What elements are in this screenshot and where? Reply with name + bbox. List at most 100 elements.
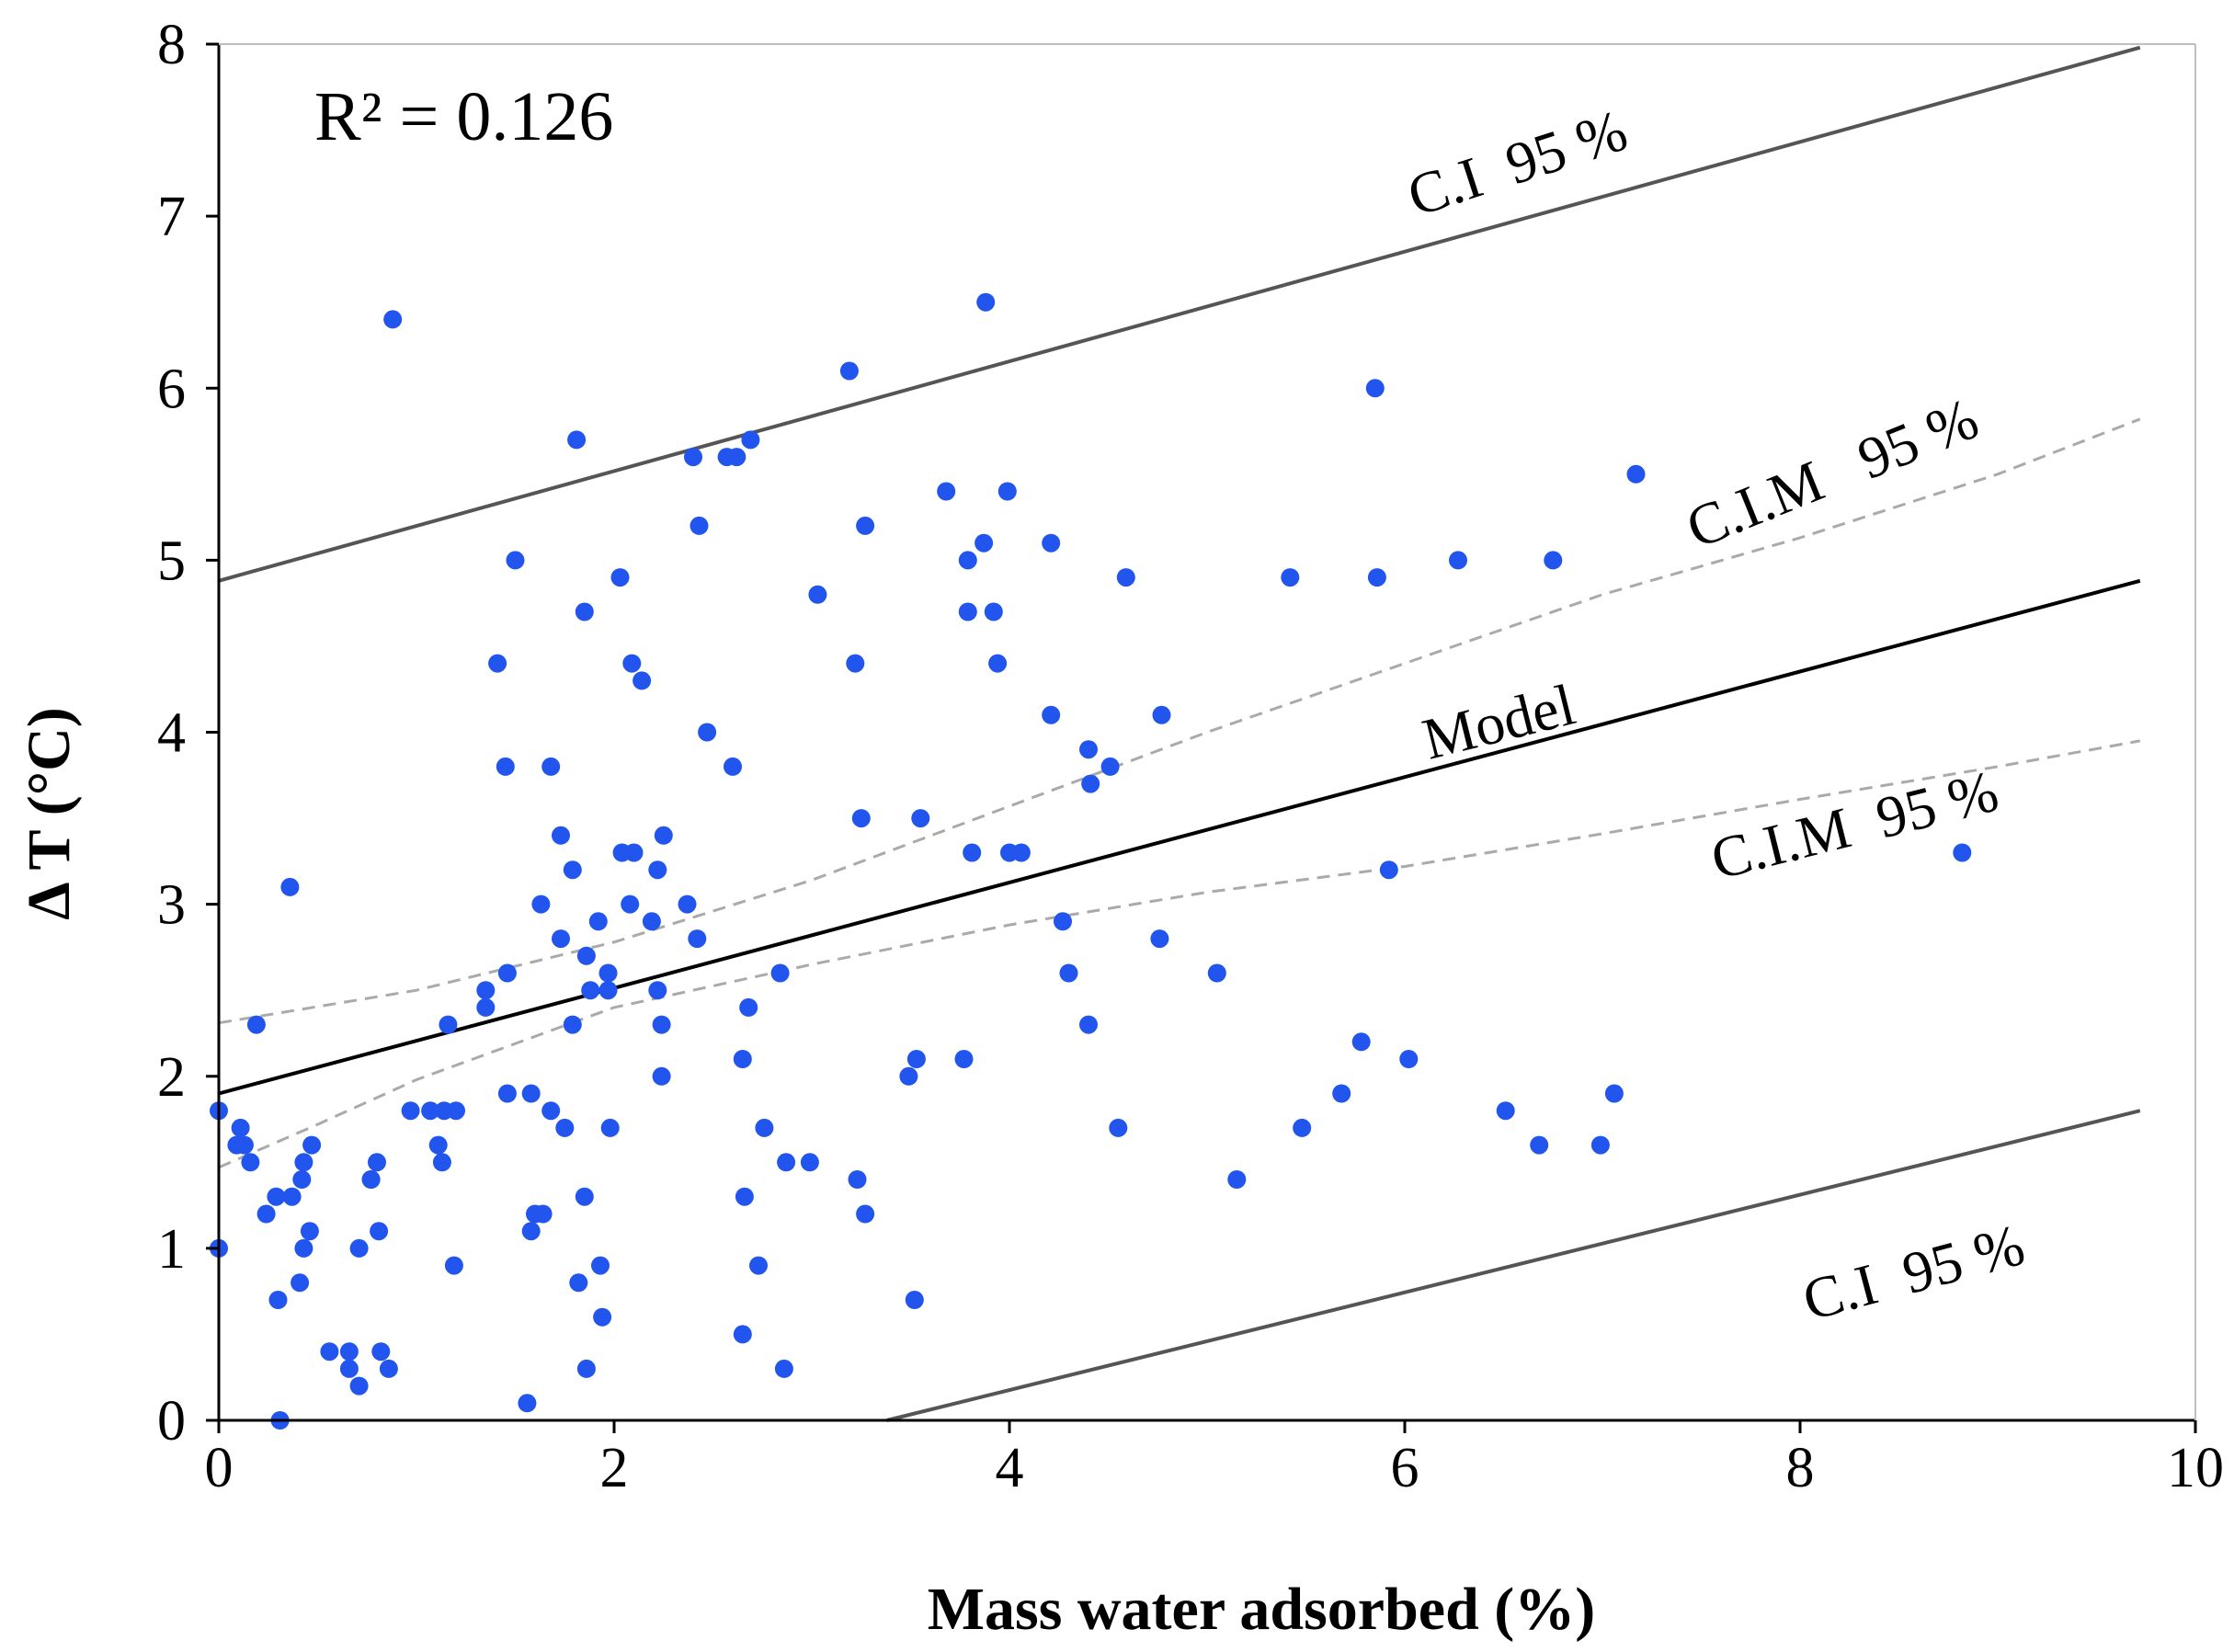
data-point <box>421 1101 440 1121</box>
data-point <box>1590 1135 1610 1155</box>
data-point <box>958 602 977 621</box>
data-point <box>379 1359 398 1378</box>
data-point <box>622 654 642 673</box>
data-point <box>688 929 707 949</box>
data-point <box>727 448 747 467</box>
data-point <box>432 1153 451 1172</box>
data-point <box>497 1084 517 1103</box>
data-point <box>531 894 551 914</box>
data-point <box>569 1273 588 1293</box>
x-tick-label: 2 <box>600 1437 629 1499</box>
data-point <box>593 1307 612 1327</box>
r-squared-label: R² = 0.126 <box>314 78 613 155</box>
data-point <box>1953 843 1972 862</box>
data-point <box>294 1153 313 1172</box>
data-point <box>291 1273 310 1293</box>
data-point <box>633 671 652 690</box>
data-point <box>294 1238 313 1258</box>
data-point <box>444 1256 463 1275</box>
data-point <box>958 551 977 570</box>
data-point <box>497 963 517 983</box>
ticks-layer: 0 1 2 3 4 5 6 7 8 0 2 4 6 8 10 <box>157 14 2224 1499</box>
data-point <box>541 757 561 776</box>
data-point <box>563 1015 582 1034</box>
x-tick-label: 6 <box>1391 1437 1419 1499</box>
data-point <box>1100 757 1120 776</box>
data-point <box>690 516 709 535</box>
y-tick-label: 8 <box>157 14 186 76</box>
data-point <box>954 1050 974 1068</box>
data-point <box>1079 1015 1098 1034</box>
data-point <box>588 912 608 931</box>
data-point <box>624 843 644 862</box>
data-point <box>598 963 618 983</box>
data-point <box>984 602 1003 621</box>
data-point <box>600 1118 620 1137</box>
data-point <box>848 1170 867 1189</box>
ci-line <box>218 45 2141 583</box>
data-point <box>906 1050 926 1068</box>
data-point <box>476 981 496 1000</box>
data-point <box>428 1135 448 1155</box>
data-point <box>302 1135 322 1155</box>
data-point <box>652 1066 671 1086</box>
data-point <box>368 1153 386 1172</box>
data-point <box>1042 705 1061 724</box>
data-point <box>567 430 587 450</box>
data-point <box>496 757 515 776</box>
data-point <box>256 1204 276 1224</box>
data-point <box>652 1015 671 1034</box>
data-point <box>349 1376 369 1396</box>
data-point <box>435 1101 454 1121</box>
y-tick-label: 2 <box>157 1046 186 1109</box>
data-point <box>911 809 930 828</box>
x-tick-label: 0 <box>205 1437 234 1499</box>
ci-line <box>886 1109 2141 1422</box>
data-point <box>899 1066 918 1086</box>
data-point <box>541 1101 561 1121</box>
lines-layer <box>218 45 2141 1422</box>
data-point <box>856 1204 875 1224</box>
data-point <box>1626 464 1646 484</box>
data-point <box>648 981 667 1000</box>
y-tick-label: 4 <box>157 702 186 765</box>
data-point <box>1079 740 1098 759</box>
data-point <box>770 963 790 983</box>
data-point <box>1150 929 1169 949</box>
data-point <box>800 1153 819 1172</box>
data-point <box>488 654 507 673</box>
data-point <box>268 1291 288 1309</box>
data-point <box>774 1359 793 1378</box>
data-point <box>1054 912 1072 931</box>
data-point <box>439 1015 458 1034</box>
data-point <box>370 1222 389 1241</box>
data-point <box>1544 551 1563 570</box>
data-point <box>598 981 618 1000</box>
data-point <box>280 877 300 896</box>
data-point <box>1379 860 1398 880</box>
data-point <box>1011 843 1031 862</box>
data-point <box>839 361 859 381</box>
data-point <box>267 1187 286 1206</box>
data-point <box>576 1359 596 1378</box>
y-axis-title: Δ T (°C) <box>16 707 83 920</box>
data-point <box>1351 1032 1371 1052</box>
data-point <box>1399 1050 1419 1068</box>
data-point <box>401 1101 420 1121</box>
data-point <box>476 997 496 1017</box>
points-layer <box>210 292 1972 1430</box>
data-point <box>648 860 667 880</box>
data-point <box>684 448 702 467</box>
y-tick-label: 0 <box>157 1390 186 1453</box>
data-point <box>678 894 697 914</box>
data-point <box>988 654 1008 673</box>
y-tick-label: 3 <box>157 874 186 937</box>
data-point <box>1081 774 1100 793</box>
data-point <box>1042 533 1061 553</box>
data-point <box>654 826 673 845</box>
data-point <box>1109 1118 1128 1137</box>
data-point <box>555 1118 575 1137</box>
data-point <box>851 809 871 828</box>
data-point <box>777 1153 796 1172</box>
